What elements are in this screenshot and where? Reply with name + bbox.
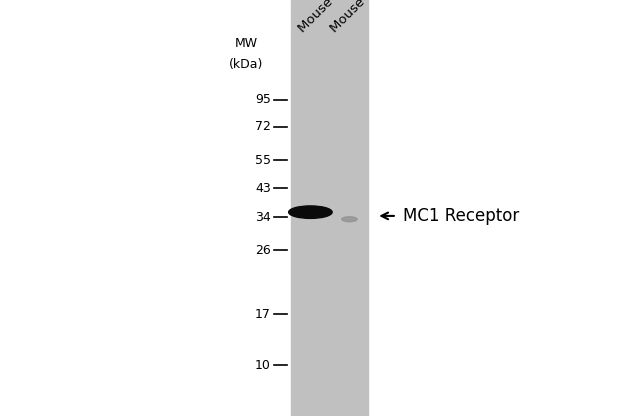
Text: (kDa): (kDa) [229,58,264,71]
Text: Mouse muscle: Mouse muscle [328,0,404,35]
Text: MC1 Receptor: MC1 Receptor [403,207,520,225]
Text: 95: 95 [255,93,271,106]
Text: MW: MW [235,37,258,50]
Ellipse shape [289,206,332,218]
Text: 17: 17 [255,307,271,321]
Text: 72: 72 [255,120,271,134]
Text: 10: 10 [255,359,271,372]
Text: 43: 43 [255,181,271,195]
Text: 34: 34 [255,210,271,224]
Bar [291,0,368,416]
Ellipse shape [342,217,357,222]
Text: 26: 26 [255,244,271,257]
Text: 55: 55 [255,154,271,167]
Text: Mouse cerebellum: Mouse cerebellum [296,0,392,35]
